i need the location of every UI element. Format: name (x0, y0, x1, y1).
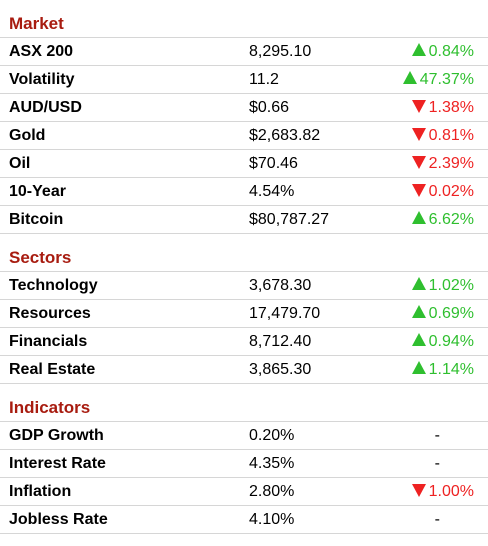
up-arrow-icon (411, 211, 426, 224)
row-name: AUD/USD (9, 99, 82, 116)
row-change: 1.38% (411, 94, 474, 121)
row-value: 8,712.40 (249, 333, 312, 350)
up-arrow-icon (411, 277, 426, 290)
table-row: Real Estate 3,865.30 1.14% (0, 356, 488, 384)
change-text: 6.62% (428, 211, 474, 228)
row-name: Resources (9, 305, 91, 322)
row-value: 3,865.30 (249, 361, 312, 378)
section-title: Market (0, 8, 488, 38)
change-text: 1.02% (428, 277, 474, 294)
change-text: 47.37% (419, 71, 474, 88)
row-name: Inflation (9, 483, 72, 500)
change-text: 1.00% (428, 483, 474, 500)
row-value: $80,787.27 (249, 211, 330, 228)
table-row: Interest Rate 4.35% - (0, 450, 488, 478)
row-change: 1.14% (411, 356, 474, 383)
down-arrow-icon (411, 156, 426, 169)
row-name: Jobless Rate (9, 511, 108, 528)
row-name: Gold (9, 127, 46, 144)
row-name: 10-Year (9, 183, 66, 200)
down-arrow-icon (411, 484, 426, 497)
table-row: Bitcoin $80,787.27 6.62% (0, 206, 488, 234)
row-change: 1.02% (411, 272, 474, 299)
row-value: 11.2 (249, 71, 279, 88)
change-text: 0.69% (428, 305, 474, 322)
row-value: $70.46 (249, 155, 298, 172)
change-text: 0.84% (428, 43, 474, 60)
change-text: 1.14% (428, 361, 474, 378)
up-arrow-icon (411, 333, 426, 346)
section-title: Indicators (0, 392, 488, 422)
row-name: GDP Growth (9, 427, 104, 444)
row-change: 2.39% (411, 150, 474, 177)
table-row: AUD/USD $0.66 1.38% (0, 94, 488, 122)
row-change: 0.02% (411, 178, 474, 205)
row-name: Technology (9, 277, 98, 294)
table-row: 10-Year 4.54% 0.02% (0, 178, 488, 206)
table-row: Volatility 11.2 47.37% (0, 66, 488, 94)
change-text: 1.38% (428, 99, 474, 116)
row-value: 0.20% (249, 427, 295, 444)
change-text: 0.94% (428, 333, 474, 350)
row-change: - (434, 455, 440, 472)
table-row: Oil $70.46 2.39% (0, 150, 488, 178)
section-indicators: Indicators GDP Growth 0.20% - Interest R… (0, 392, 488, 534)
table-row: Financials 8,712.40 0.94% (0, 328, 488, 356)
table-row: Technology 3,678.30 1.02% (0, 272, 488, 300)
row-name: Oil (9, 155, 31, 172)
row-value: 4.54% (249, 183, 295, 200)
down-arrow-icon (411, 128, 426, 141)
row-name: Interest Rate (9, 455, 106, 472)
up-arrow-icon (411, 305, 426, 318)
change-text: 0.02% (428, 183, 474, 200)
row-name: Real Estate (9, 361, 96, 378)
row-change: - (434, 427, 440, 444)
row-change: 6.62% (411, 206, 474, 233)
row-change: 0.84% (411, 38, 474, 65)
row-change: - (434, 511, 440, 528)
row-change: 0.94% (411, 328, 474, 355)
table-row: Inflation 2.80% 1.00% (0, 478, 488, 506)
change-text: 0.81% (428, 127, 474, 144)
row-name: ASX 200 (9, 43, 74, 60)
row-value: $0.66 (249, 99, 290, 116)
up-arrow-icon (402, 71, 417, 84)
row-name: Financials (9, 333, 88, 350)
row-change: 1.00% (411, 478, 474, 505)
section-market: Market ASX 200 8,295.10 0.84% Volatility… (0, 8, 488, 234)
row-change: 0.81% (411, 122, 474, 149)
table-row: ASX 200 8,295.10 0.84% (0, 38, 488, 66)
row-change: 47.37% (402, 66, 474, 93)
table-row: Gold $2,683.82 0.81% (0, 122, 488, 150)
up-arrow-icon (411, 361, 426, 374)
up-arrow-icon (411, 43, 426, 56)
row-value: 4.10% (249, 511, 295, 528)
row-value: 17,479.70 (249, 305, 321, 322)
table-row: Jobless Rate 4.10% - (0, 506, 488, 534)
row-value: $2,683.82 (249, 127, 321, 144)
section-sectors: Sectors Technology 3,678.30 1.02% Resour… (0, 242, 488, 384)
table-row: GDP Growth 0.20% - (0, 422, 488, 450)
change-text: 2.39% (428, 155, 474, 172)
down-arrow-icon (411, 184, 426, 197)
table-row: Resources 17,479.70 0.69% (0, 300, 488, 328)
row-value: 4.35% (249, 455, 295, 472)
down-arrow-icon (411, 100, 426, 113)
row-change: 0.69% (411, 300, 474, 327)
row-name: Bitcoin (9, 211, 64, 228)
row-value: 2.80% (249, 483, 295, 500)
row-name: Volatility (9, 71, 75, 88)
section-title: Sectors (0, 242, 488, 272)
row-value: 3,678.30 (249, 277, 312, 294)
row-value: 8,295.10 (249, 43, 312, 60)
